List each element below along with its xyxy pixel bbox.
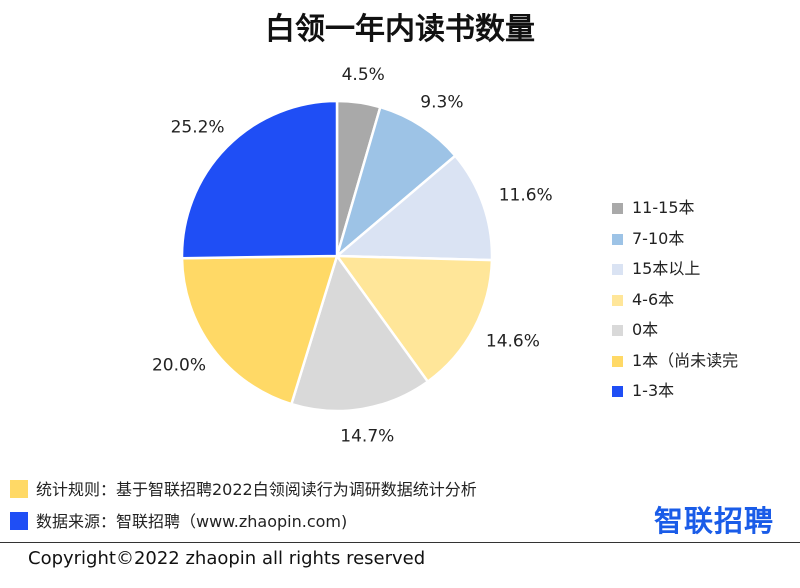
legend-label: 0本 bbox=[632, 320, 659, 339]
slice-percent-label: 4.5% bbox=[342, 65, 385, 85]
note-marker bbox=[10, 480, 28, 498]
pie-slice bbox=[334, 254, 494, 384]
note-marker bbox=[10, 512, 28, 530]
legend-item: 1-3本 bbox=[612, 381, 797, 401]
legend-swatch bbox=[612, 325, 623, 336]
slice-percent-label: 20.0% bbox=[152, 356, 206, 376]
brand-logo: 智联招聘 bbox=[654, 504, 775, 538]
legend-swatch bbox=[612, 355, 623, 367]
copyright-text: Copyright©2022 zhaopin all rights reserv… bbox=[28, 548, 426, 569]
legend-item: 7-10本 bbox=[612, 229, 797, 249]
pie-slice bbox=[334, 105, 458, 260]
footer-divider bbox=[0, 542, 800, 543]
slice-percent-label: 14.6% bbox=[486, 332, 540, 352]
slice-percent-label: 11.6% bbox=[499, 185, 553, 205]
legend-item: 15本以上 bbox=[612, 259, 797, 279]
legend-item: 11-15本 bbox=[612, 198, 797, 218]
legend-label: 4-6本 bbox=[632, 289, 675, 309]
pie-slice bbox=[180, 254, 339, 406]
legend-label: 15本以上 bbox=[632, 259, 701, 278]
legend-item: 4-6本 bbox=[612, 290, 797, 310]
legend-label: 1本（尚未读完 bbox=[632, 350, 739, 370]
slice-percent-label: 9.3% bbox=[420, 93, 463, 113]
legend-swatch bbox=[612, 264, 623, 275]
chart-title: 白领一年内读书数量 bbox=[265, 12, 535, 47]
slice-percent-label: 25.2% bbox=[171, 118, 225, 138]
note-text: 数据来源：智联招聘（www.zhaopin.com) bbox=[36, 512, 348, 531]
legend-swatch bbox=[612, 386, 623, 397]
legend-label: 7-10本 bbox=[632, 228, 685, 248]
legend-label: 1-3本 bbox=[632, 381, 675, 400]
note-text: 统计规则：基于智联招聘2022白领阅读行为调研数据统计分析 bbox=[36, 480, 477, 499]
pie-slice bbox=[180, 99, 339, 260]
legend-item: 1本（尚未读完 bbox=[612, 351, 797, 371]
legend-swatch bbox=[612, 203, 623, 214]
legend-swatch bbox=[612, 233, 623, 245]
pie-slice bbox=[333, 154, 494, 262]
legend: 11-15本 7-10本 15本以上 4-6本 0本 1本（尚未读完 1-3本 bbox=[612, 198, 797, 412]
slice-percent-label: 14.7% bbox=[340, 427, 394, 447]
legend-item: 0本 bbox=[612, 320, 797, 340]
legend-label: 11-15本 bbox=[632, 198, 695, 217]
legend-swatch bbox=[612, 294, 623, 306]
